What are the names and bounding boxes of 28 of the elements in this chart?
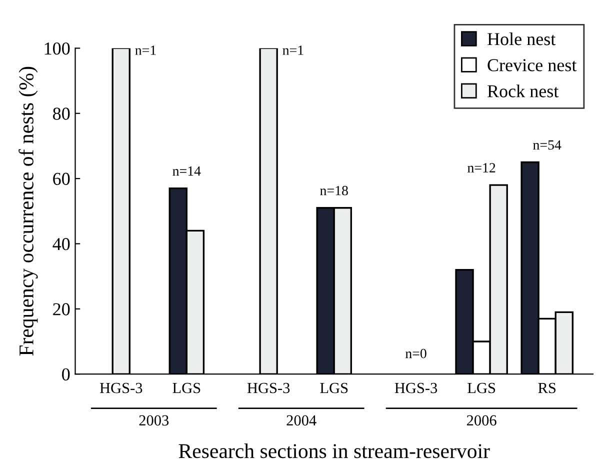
annotation: n=14	[172, 166, 201, 176]
y-tick-label: 40	[52, 238, 70, 250]
x-tick-label: RS	[538, 382, 556, 394]
text: 2006	[466, 415, 496, 426]
y-tick-label: 60	[53, 172, 70, 185]
annotation: n=1	[135, 46, 156, 55]
annotation: n=12	[468, 163, 496, 172]
annotation: n=1	[282, 46, 304, 55]
x-axis-title: Research sections in stream-reservoir	[178, 443, 490, 458]
legend-label: Crevice nest	[488, 59, 577, 72]
x-tick-label: LGS	[468, 382, 496, 394]
y-tick-label: 0	[62, 368, 70, 381]
y-tick-label: 20	[53, 303, 70, 316]
annotation: n=54	[533, 140, 562, 150]
y-axis-title: Frequency occurrence of nests (%)	[18, 66, 38, 356]
legend-label: Rock nest	[487, 84, 559, 98]
y-tick-label: 100	[44, 42, 70, 55]
x-tick-label: HGS-3	[394, 382, 438, 394]
x-tick-label: HGS-3	[100, 382, 142, 394]
x-tick-label: HGS-3	[247, 382, 290, 394]
annotation: n=0	[405, 348, 426, 358]
y-tick-label: 80	[53, 108, 70, 120]
x-tick-label: LGS	[320, 382, 348, 394]
annotation: n=18	[320, 186, 348, 196]
text: 2004	[286, 415, 316, 426]
legend-label: Hole nest	[487, 32, 556, 46]
text: 2003	[139, 415, 169, 426]
x-tick-label: LGS	[172, 382, 200, 394]
